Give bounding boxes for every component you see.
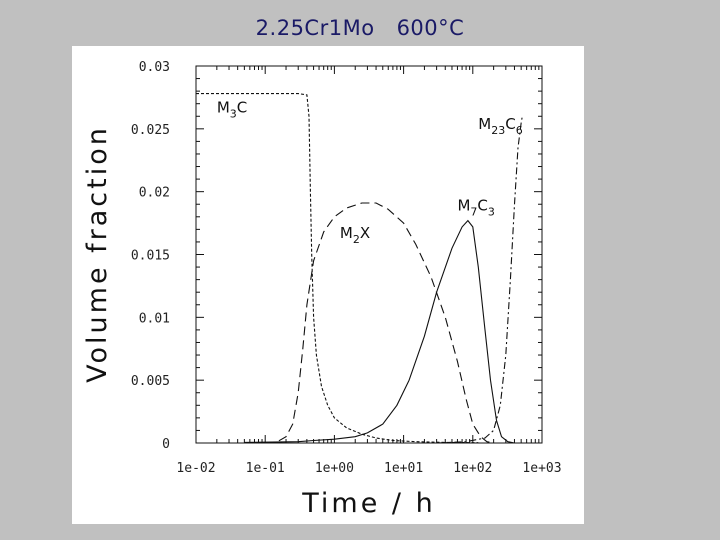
x-tick-label: 1e+03 (522, 461, 561, 476)
slide-title: 2.25Cr1Mo 600°C (0, 16, 720, 40)
series-line-m23c6 (244, 116, 523, 444)
x-tick-label: 1e-01 (246, 461, 285, 476)
x-tick-label: 1e+02 (453, 461, 492, 476)
x-tick-label: 1e+00 (315, 461, 354, 476)
x-axis-title: Time / h (301, 488, 435, 519)
series-line-m7c3 (244, 219, 515, 444)
phase-label-m3c: M3C (217, 98, 247, 120)
y-tick-label: 0.025 (131, 123, 170, 138)
x-tick-label: 1e-02 (176, 461, 215, 476)
y-tick-label: 0.02 (139, 186, 170, 201)
y-tick-label: 0.03 (139, 60, 170, 75)
title-alloy: 2.25Cr1Mo (255, 16, 375, 40)
title-temperature: 600°C (396, 16, 465, 40)
phase-label-m2x: M2X (340, 224, 370, 246)
phase-label-m7c3: M7C3 (457, 197, 494, 219)
plot-frame (195, 65, 543, 444)
y-axis-title: Volume fraction (82, 125, 113, 383)
y-tick-label: 0.005 (131, 374, 170, 389)
series-line-m3c (196, 93, 479, 444)
volume-fraction-chart: 1e-02 1e-01 1e+00 1e+01 1e+02 1e+03 0 0.005 0.01… (82, 60, 562, 519)
series-line-m2x (265, 202, 494, 444)
chart-panel: 1e-02 1e-01 1e+00 1e+01 1e+02 1e+03 0 0.005 0.01… (72, 46, 584, 524)
y-tick-label: 0.015 (131, 249, 170, 264)
y-tick-label: 0 (162, 437, 170, 452)
phase-label-m23c6: M23C6 (478, 115, 522, 137)
y-tick-label: 0.01 (139, 311, 170, 326)
x-tick-label: 1e+01 (384, 461, 423, 476)
